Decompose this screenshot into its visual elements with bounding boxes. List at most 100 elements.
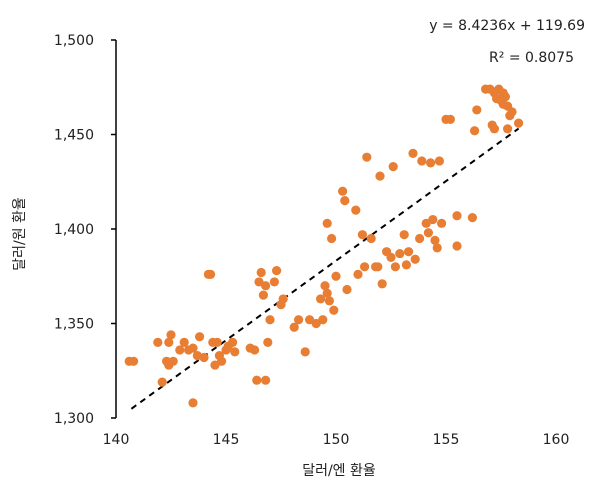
data-point	[423, 228, 433, 238]
x-axis-title: 달러/엔 환율	[302, 463, 376, 479]
data-point	[278, 294, 288, 304]
data-point	[452, 241, 462, 251]
y-tick-label: 1,350	[54, 317, 94, 333]
data-point	[357, 230, 367, 240]
data-point	[408, 148, 418, 158]
data-point	[261, 281, 271, 291]
data-point	[199, 352, 209, 363]
data-point	[503, 124, 513, 134]
data-point	[327, 233, 337, 244]
data-point	[404, 247, 414, 257]
data-point	[322, 218, 332, 228]
data-point	[360, 262, 370, 272]
data-point	[294, 315, 304, 325]
r-squared-annotation: R² = 0.8075	[489, 50, 574, 66]
data-point	[507, 107, 517, 117]
data-point	[318, 315, 328, 325]
data-point	[228, 337, 238, 347]
x-tick-label: 155	[433, 432, 460, 448]
y-tick-label: 1,500	[54, 33, 94, 49]
data-point	[351, 205, 361, 215]
x-tick-label: 140	[103, 432, 130, 448]
data-point	[164, 337, 174, 347]
data-point	[212, 337, 222, 347]
data-point	[426, 158, 436, 168]
data-point	[428, 214, 438, 225]
data-point	[320, 281, 330, 291]
data-point	[188, 398, 198, 408]
data-point	[217, 356, 227, 366]
data-point	[437, 218, 447, 228]
data-point	[129, 356, 139, 366]
data-point	[377, 279, 387, 289]
x-tick-label: 160	[543, 432, 570, 448]
data-point	[329, 305, 339, 315]
data-point	[316, 294, 326, 304]
data-points	[124, 84, 524, 408]
data-point	[386, 252, 396, 262]
data-point	[375, 171, 385, 181]
data-point	[395, 248, 405, 259]
data-point	[470, 126, 480, 136]
data-point	[366, 233, 376, 244]
data-point	[272, 265, 282, 276]
data-point	[388, 162, 398, 172]
data-point	[300, 347, 310, 357]
data-point	[206, 269, 216, 279]
data-point	[401, 260, 411, 270]
data-point	[410, 254, 420, 264]
data-point	[390, 262, 400, 272]
data-point	[289, 322, 299, 332]
data-point	[452, 211, 462, 221]
data-point	[256, 267, 266, 278]
data-point	[472, 105, 482, 115]
data-point	[195, 332, 205, 342]
data-point	[322, 288, 332, 298]
y-axis-title: 달러/원 환율	[12, 197, 28, 271]
data-point	[362, 152, 372, 162]
x-axis: 140 145 150 155 160	[103, 432, 570, 448]
data-point	[399, 230, 409, 240]
data-point	[179, 337, 189, 347]
data-point	[261, 375, 271, 385]
x-tick-label: 145	[213, 432, 240, 448]
data-point	[252, 375, 262, 385]
data-point	[500, 92, 510, 102]
data-point	[353, 269, 363, 279]
data-point	[338, 186, 348, 196]
data-point	[430, 235, 440, 245]
data-point	[373, 262, 383, 272]
data-point	[250, 345, 260, 355]
data-point	[489, 124, 499, 134]
y-tick-label: 1,400	[54, 222, 94, 238]
data-point	[269, 277, 279, 287]
data-point	[467, 213, 477, 223]
y-tick-label: 1,300	[54, 411, 94, 427]
x-tick-label: 150	[323, 432, 350, 448]
data-point	[445, 114, 455, 124]
y-axis: 1,300 1,350 1,400 1,450 1,500	[54, 33, 116, 427]
y-tick-label: 1,450	[54, 128, 94, 144]
data-point	[417, 156, 427, 166]
data-point	[432, 243, 442, 253]
data-point	[340, 196, 350, 206]
data-point	[263, 337, 273, 347]
data-point	[166, 330, 176, 340]
data-point	[265, 315, 275, 325]
data-point	[434, 156, 444, 166]
data-point	[514, 118, 524, 128]
data-point	[188, 343, 198, 353]
data-point	[157, 377, 167, 387]
data-point	[324, 296, 334, 306]
data-point	[415, 233, 425, 244]
data-point	[258, 290, 268, 300]
data-point	[153, 337, 163, 347]
trendline	[130, 127, 520, 410]
data-point	[230, 347, 240, 357]
data-point	[175, 345, 185, 355]
data-point	[331, 271, 341, 281]
data-point	[342, 284, 352, 295]
equation-annotation: y = 8.4236x + 119.69	[429, 18, 585, 34]
data-point	[168, 356, 178, 366]
